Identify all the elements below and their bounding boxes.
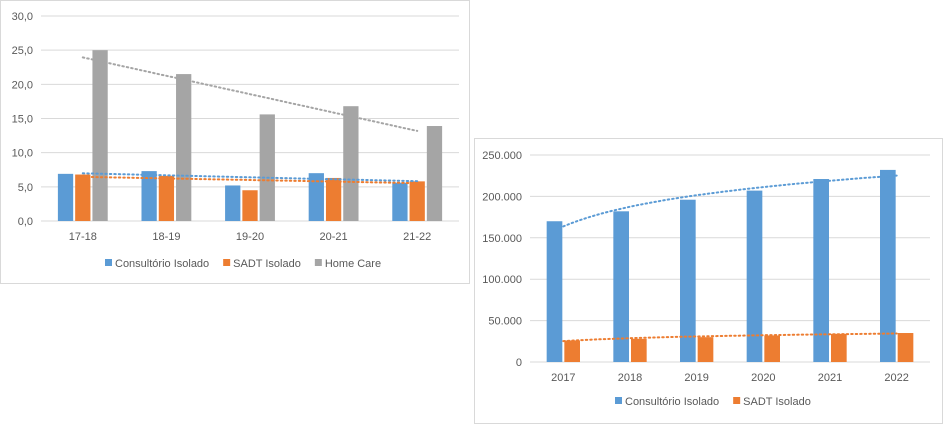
chart-consultorio-sadt-svg: 0 50.000 100.000 150.000 200.000 250.000 2017 2… <box>482 150 930 408</box>
chart1-bar <box>225 185 241 221</box>
chart1-legend-label: SADT Isolado <box>233 258 301 270</box>
chart2-x-tick-label: 2017 <box>551 372 575 384</box>
chart2-trendline <box>562 174 898 228</box>
chart1-bar <box>242 190 258 221</box>
chart1-bar <box>57 173 74 221</box>
chart1-bar <box>308 173 324 221</box>
chart2-bar <box>631 338 647 362</box>
chart2-bar <box>880 169 896 362</box>
chart1-bar <box>158 175 175 221</box>
chart2-x-tick-label: 2020 <box>751 372 775 384</box>
chart1-bar <box>409 181 425 221</box>
chart2-x-tick-label: 2019 <box>684 372 708 384</box>
chart2-bar <box>546 221 563 362</box>
chart2-y-tick-label: 250.000 <box>482 150 522 162</box>
chart2-bar <box>813 179 829 362</box>
chart2-legend-label: SADT Isolado <box>743 396 811 408</box>
chart1-bar <box>426 126 443 221</box>
chart2-legend-swatch <box>733 397 741 404</box>
chart1-x-tick-label: 20-21 <box>320 231 348 243</box>
chart1-legend-swatch <box>223 259 231 266</box>
chart2-y-tick-label: 150.000 <box>482 233 522 245</box>
chart2-x-tick-label: 2018 <box>618 372 642 384</box>
chart2-bar <box>764 335 780 362</box>
chart2-x-tick-label: 2022 <box>884 372 908 384</box>
chart-home-care-svg: 0,0 5,0 10,0 15,0 20,0 25,0 30,0 17-18 18-19 19-2… <box>12 11 459 270</box>
chart2-bar <box>680 199 696 362</box>
chart-home-care: 0,0 5,0 10,0 15,0 20,0 25,0 30,0 17-18 18-19 19-2… <box>0 0 470 284</box>
chart1-y-tick-label: 25,0 <box>12 45 33 57</box>
chart2-y-tick-label: 100.000 <box>482 274 522 286</box>
chart2-bar <box>746 190 763 362</box>
chart1-bar <box>75 174 91 221</box>
chart1-legend-swatch <box>314 259 322 266</box>
chart2-y-tick-label: 0 <box>516 357 522 369</box>
chart1-bar <box>392 182 408 221</box>
chart1-y-tick-label: 30,0 <box>12 11 33 23</box>
chart1-y-tick-label: 0,0 <box>18 216 33 228</box>
chart1-x-tick-label: 17-18 <box>69 231 97 243</box>
chart1-x-tick-label: 21-22 <box>403 231 431 243</box>
chart2-bar <box>613 211 629 362</box>
chart2-y-tick-label: 200.000 <box>482 191 522 203</box>
chart2-legend-swatch <box>615 397 622 404</box>
chart1-bar <box>92 50 108 221</box>
chart1-bar <box>259 114 275 221</box>
chart2-trendline <box>562 332 898 343</box>
chart2-bar <box>897 333 914 362</box>
chart1-bar <box>343 106 359 221</box>
chart1-y-tick-label: 5,0 <box>18 182 33 194</box>
chart2-x-tick-label: 2021 <box>818 372 842 384</box>
chart1-bar <box>176 74 192 221</box>
chart2-y-tick-label: 50.000 <box>488 316 522 328</box>
chart1-legend-label: Consultório Isolado <box>115 258 209 270</box>
chart2-legend-label: Consultório Isolado <box>625 396 719 408</box>
chart2-bar <box>564 340 580 362</box>
chart2-bar <box>831 333 847 362</box>
chart1-legend-swatch <box>105 259 112 266</box>
chart1-x-tick-label: 18-19 <box>152 231 180 243</box>
chart2-bar <box>697 337 714 362</box>
chart1-y-tick-label: 15,0 <box>12 114 33 126</box>
chart1-legend-label: Home Care <box>325 258 381 270</box>
chart1-x-tick-label: 19-20 <box>236 231 264 243</box>
chart1-y-tick-label: 20,0 <box>12 79 33 91</box>
chart1-bar <box>325 177 342 221</box>
chart1-y-tick-label: 10,0 <box>12 148 33 160</box>
chart1-trendline <box>81 172 419 183</box>
chart1-trendline <box>81 175 419 185</box>
chart1-trendline <box>81 56 419 132</box>
chart-consultorio-sadt: 0 50.000 100.000 150.000 200.000 250.000 2017 2… <box>474 138 943 424</box>
chart1-bar <box>141 171 157 221</box>
